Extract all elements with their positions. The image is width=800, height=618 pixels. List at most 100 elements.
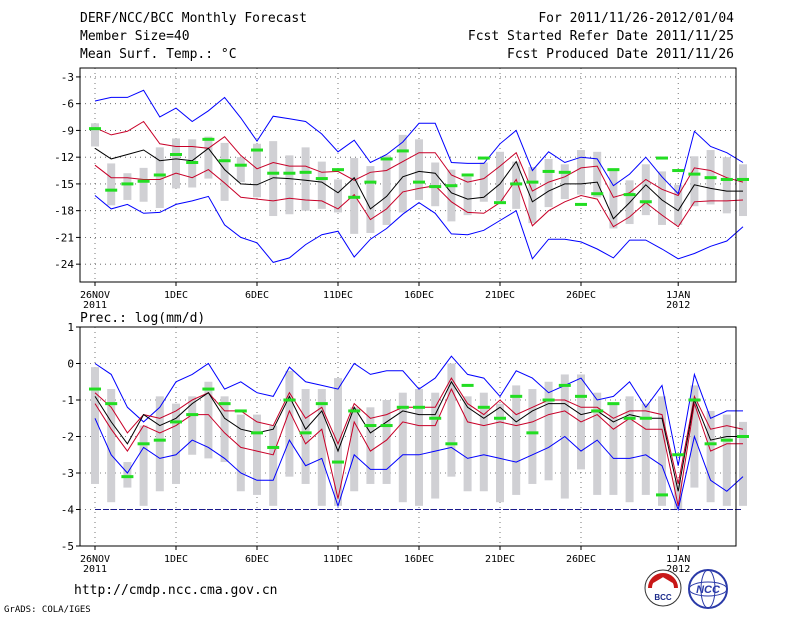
- prec-marker: [299, 431, 312, 435]
- temp-spread-box: [528, 166, 537, 224]
- prec-marker: [218, 402, 231, 406]
- temp-spread-box: [398, 134, 407, 213]
- temp-y-tick-label: -24: [54, 258, 74, 271]
- temp-y-tick-label: -18: [54, 205, 74, 218]
- forecast-range: For 2011/11/26-2012/01/04: [538, 11, 734, 26]
- temp-marker: [720, 177, 733, 181]
- temp-marker: [315, 177, 328, 181]
- temp-x-tick-label: 26DEC: [566, 290, 596, 301]
- prec-min-line: [94, 418, 744, 512]
- temp-marker: [494, 201, 506, 205]
- temp-min-line: [94, 195, 744, 263]
- produced-date: Fcst Produced Date 2011/11/26: [507, 47, 734, 62]
- prec-y-tick-label: -5: [61, 540, 74, 553]
- prec-spread-box: [625, 396, 634, 503]
- prec-spread-box: [285, 370, 294, 477]
- prec-y-tick-label: 0: [67, 358, 74, 371]
- temp-spread-box: [722, 157, 731, 214]
- temp-marker: [623, 193, 636, 197]
- prec-marker: [267, 445, 280, 449]
- temp-marker: [105, 188, 118, 192]
- ncc-logo-text: NCC: [696, 584, 721, 596]
- temp-spread-box: [139, 167, 148, 202]
- prec-x-tick-label: 26DEC: [566, 554, 596, 565]
- temp-marker: [396, 149, 409, 153]
- temp-marker: [639, 200, 652, 204]
- temp-marker: [737, 177, 749, 181]
- prec-spread-box: [463, 396, 472, 492]
- temp-spread-box: [155, 147, 164, 208]
- prec-marker: [186, 413, 199, 417]
- prec-marker: [283, 398, 296, 402]
- prec-spread-box: [301, 389, 310, 484]
- temp-spread-box: [609, 170, 618, 229]
- ncc-logo: NCC: [688, 569, 728, 609]
- temp-spread-box: [479, 162, 488, 202]
- temp-spread-box: [285, 155, 294, 215]
- prec-x-tick-label: 6DEC: [245, 554, 269, 565]
- temp-y-tick-label: -3: [61, 71, 74, 84]
- variable-label: Mean Surf. Temp.: °C: [80, 47, 237, 62]
- prec-marker: [542, 398, 555, 402]
- prec-marker: [332, 460, 344, 464]
- temp-spread-box: [674, 184, 683, 225]
- prec-marker: [623, 416, 636, 420]
- prec-marker: [639, 416, 652, 420]
- prec-spread-box: [366, 407, 375, 484]
- prec-spread-box: [398, 392, 407, 503]
- temp-spread-box: [107, 163, 116, 206]
- temp-marker: [607, 168, 620, 172]
- prec-max-line: [94, 355, 743, 466]
- prec-spread-box: [350, 407, 359, 492]
- prec-marker: [607, 402, 620, 406]
- temp-mean-line: [94, 147, 743, 220]
- prec-x-tick-label: 26NOV: [80, 554, 110, 565]
- prec-y-tick-label: -3: [61, 467, 74, 480]
- prec-marker: [494, 416, 506, 420]
- temp-marker: [218, 159, 231, 163]
- prec-marker: [704, 442, 717, 446]
- temp-spread-box: [204, 136, 213, 179]
- prec-x-tick-label: 21DEC: [485, 554, 515, 565]
- prec-marker: [477, 405, 490, 409]
- prec-spread-box: [107, 389, 116, 503]
- temp-lower-spread-line: [94, 164, 744, 228]
- temp-spread-box: [431, 162, 440, 207]
- prec-spread-box: [512, 385, 521, 495]
- temp-spread-box: [301, 147, 310, 211]
- temp-spread-box: [253, 143, 261, 198]
- temp-marker: [332, 168, 344, 172]
- temp-marker: [186, 161, 199, 165]
- precip-title: Prec.: log(mm/d): [80, 311, 205, 326]
- chart-title: DERF/NCC/BCC Monthly Forecast: [80, 11, 307, 26]
- source-url[interactable]: http://cmdp.ncc.cma.gov.cn: [74, 583, 278, 598]
- temp-marker: [137, 179, 150, 183]
- temp-marker: [153, 173, 166, 177]
- temp-spread-box: [366, 166, 375, 233]
- temp-marker: [477, 156, 490, 160]
- prec-marker: [364, 424, 377, 428]
- temp-spread-box: [463, 176, 472, 216]
- prec-y-tick-label: -4: [61, 504, 75, 517]
- prec-spread-box: [479, 392, 488, 492]
- prec-x-tick-label: 1DEC: [164, 554, 188, 565]
- temp-upper-spread-line: [94, 120, 744, 198]
- temp-max-line: [94, 89, 744, 195]
- prec-marker: [461, 383, 474, 387]
- prec-marker: [202, 387, 215, 391]
- prec-marker: [89, 387, 101, 391]
- prec-marker: [348, 409, 361, 413]
- temp-x-tick-label: 11DEC: [323, 290, 353, 301]
- prec-marker: [429, 416, 442, 420]
- temp-x-tick-year: 2011: [83, 300, 107, 311]
- prec-spread-box: [447, 363, 456, 477]
- temp-spread-box: [123, 173, 132, 200]
- temp-spread-box: [172, 138, 180, 189]
- temp-spread-box: [269, 141, 278, 217]
- prec-marker: [688, 398, 701, 402]
- prec-spread-box: [382, 400, 391, 484]
- temp-marker: [234, 163, 247, 167]
- temp-spread-box: [382, 155, 391, 225]
